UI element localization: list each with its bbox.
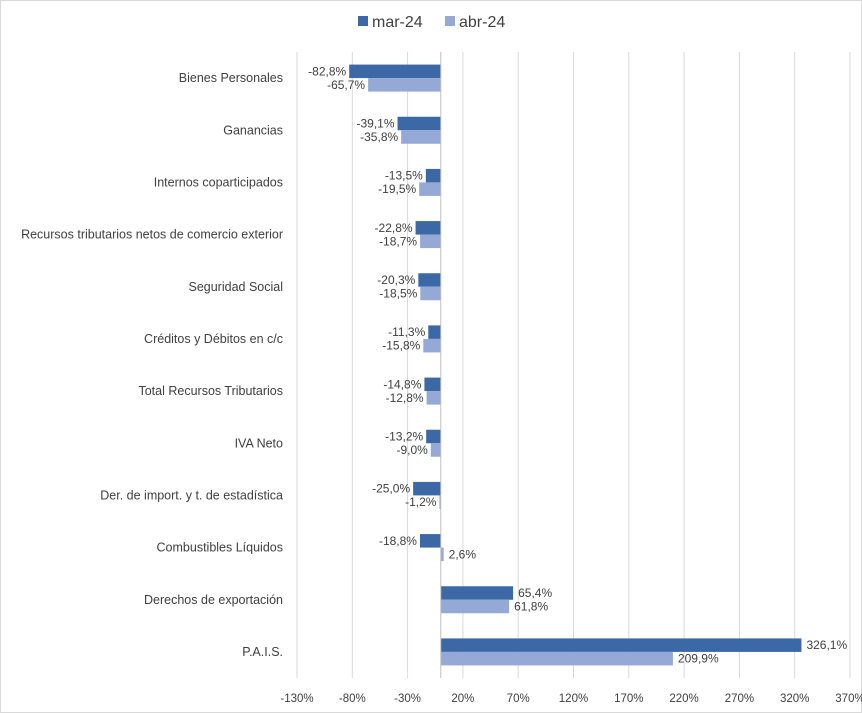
data-label: -1,2% [405, 495, 437, 509]
data-label: -18,8% [379, 534, 417, 548]
x-tick-label: -30% [394, 693, 421, 705]
x-tick-label: 370% [835, 693, 862, 705]
bar-mar-24 [397, 116, 441, 131]
legend-label: abr-24 [459, 14, 505, 31]
x-tick-label: -130% [280, 693, 313, 705]
x-tick-label: 270% [725, 693, 754, 705]
category-label: P.A.I.S. [242, 645, 283, 659]
data-label: -18,5% [379, 287, 417, 301]
legend: mar-24 abr-24 [358, 14, 505, 31]
data-label: -13,2% [385, 430, 423, 444]
bar-abr-24 [419, 182, 441, 196]
category-label: Créditos y Débitos en c/c [144, 332, 283, 346]
bars [349, 64, 802, 666]
bar-mar-24 [413, 481, 441, 496]
data-label: -14,8% [383, 377, 421, 391]
x-tick-label: 170% [614, 693, 643, 705]
data-label: -12,8% [386, 391, 424, 405]
category-label: Ganancias [223, 123, 283, 137]
category-labels: Bienes Personales Ganancias Internos copar… [21, 71, 283, 659]
data-label: 65,4% [518, 586, 552, 600]
data-label: -13,5% [385, 169, 423, 183]
data-label: -15,8% [382, 339, 420, 353]
category-label: Seguridad Social [188, 280, 283, 294]
bar-abr-24 [440, 599, 510, 614]
x-tick-label: 120% [559, 693, 588, 705]
x-tick-label: 70% [507, 693, 530, 705]
bar-abr-24 [430, 443, 441, 457]
data-label: -18,7% [379, 234, 417, 248]
legend-label: mar-24 [372, 14, 423, 31]
category-label: Der. de import. y t. de estadística [100, 488, 283, 502]
data-label: -11,3% [388, 325, 425, 339]
data-label: -65,7% [327, 78, 365, 92]
data-label: -9,0% [396, 443, 428, 457]
bar-abr-24 [368, 78, 441, 92]
bar-abr-24 [439, 495, 441, 509]
bar-abr-24 [420, 234, 441, 249]
bar-mar-24 [425, 168, 441, 183]
bar-mar-24 [426, 429, 441, 444]
x-tick-label: 220% [669, 693, 698, 705]
category-label: Internos coparticipados [154, 175, 283, 189]
bar-mar-24 [440, 638, 802, 652]
data-labels: -82,8%-65,7% -39,1%-35,8% -13,5%-19,5% -22,… [308, 64, 847, 665]
legend-swatch [358, 16, 368, 26]
category-label: Recursos tributarios netos de comercio e… [21, 228, 283, 242]
bar-abr-24 [440, 651, 673, 666]
category-label: IVA Neto [235, 436, 283, 450]
data-label: 2,6% [449, 547, 477, 561]
bar-abr-24 [426, 391, 441, 405]
data-label: -25,0% [372, 482, 410, 496]
data-label: 209,9% [678, 652, 719, 666]
bar-mar-24 [440, 586, 514, 600]
bar-abr-24 [420, 286, 441, 301]
bar-abr-24 [440, 547, 444, 562]
bar-mar-24 [415, 221, 441, 235]
data-label: 326,1% [806, 638, 847, 652]
data-label: -22,8% [375, 221, 413, 235]
x-axis-ticks: -130% -80% -30% 20% 70% 120% 170% 220% 270% 320% 3… [280, 693, 862, 705]
x-tick-label: -80% [339, 693, 366, 705]
category-label: Total Recursos Tributarios [138, 384, 283, 398]
category-label: Combustibles Líquidos [157, 541, 283, 555]
bar-abr-24 [423, 338, 441, 353]
gridlines [296, 52, 851, 678]
data-label: -35,8% [360, 130, 398, 144]
bar-mar-24 [418, 273, 441, 287]
bar-abr-24 [401, 130, 441, 144]
data-label: -20,3% [377, 273, 415, 287]
bar-mar-24 [349, 64, 441, 79]
category-label: Bienes Personales [179, 71, 283, 85]
x-tick-label: 320% [780, 693, 809, 705]
data-label: 61,8% [514, 600, 548, 614]
bar-mar-24 [424, 377, 441, 392]
legend-swatch [445, 16, 455, 26]
data-label: -82,8% [308, 64, 346, 78]
x-tick-label: 20% [451, 693, 474, 705]
bar-mar-24 [428, 325, 441, 339]
data-label: -39,1% [357, 117, 395, 131]
bar-mar-24 [419, 534, 441, 548]
category-label: Derechos de exportación [144, 593, 283, 607]
data-label: -19,5% [378, 182, 416, 196]
